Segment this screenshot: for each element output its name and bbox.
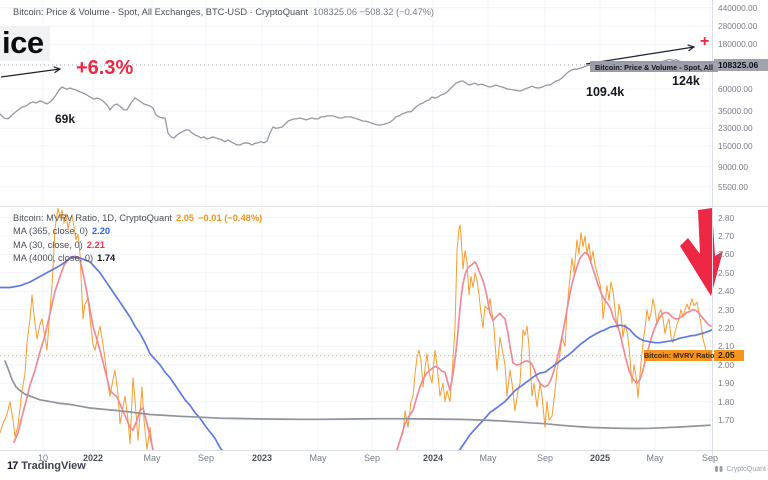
mvrv-value-badge: 2.05: [714, 350, 744, 361]
mvrv-legend-row-title[interactable]: Bitcoin: MVRV Ratio, 1D, CryptoQuant 2.05…: [13, 212, 262, 225]
ma30-label: MA (30, close, 0): [13, 239, 83, 250]
tradingview-logo-icon: 17: [7, 460, 18, 472]
time-axis-label: May: [309, 453, 327, 463]
series-mvrv-ma4000: [4, 360, 711, 430]
mvrv-axis-label: 2.20: [718, 323, 735, 333]
price-axis-label: 280000.00: [718, 21, 758, 31]
mvrv-axis-label: 1.80: [718, 397, 735, 407]
tradingview-logo[interactable]: 17 TradingView: [7, 460, 86, 472]
series-tooltip-label: Bitcoin: Price & Volume - Spot, All E...: [590, 61, 718, 72]
tradingview-logo-text: TradingView: [21, 460, 86, 472]
price-legend-change: −508.32 (−0.47%): [359, 7, 435, 17]
price-axis-label: 35000.00: [718, 106, 753, 116]
axis-borders: [0, 0, 768, 462]
mvrv-legend-change: −0.01 (−0.48%): [198, 213, 263, 223]
time-axis-label: 10: [37, 453, 49, 463]
mvrv-axis-label: 2.00: [718, 360, 735, 370]
mvrv-axis-label: 2.10: [718, 341, 735, 351]
mvrv-axis-label: 1.90: [718, 378, 735, 388]
cryptoquant-credit[interactable]: CryptoQuant: [715, 465, 766, 473]
price-scale[interactable]: 440000.00 280000.00 180000.00 60000.00 35000…: [717, 0, 767, 206]
time-axis-label: 2023: [251, 453, 273, 463]
mvrv-axis-label: 2.30: [718, 305, 735, 315]
time-axis-label: Sep: [197, 453, 215, 463]
mvrv-legend-row-ma4000[interactable]: MA (4000, close, 0) 1.74: [13, 252, 262, 265]
time-axis-label: May: [143, 453, 161, 463]
cryptoquant-logo-icon: [715, 466, 723, 472]
time-axis-label: May: [479, 453, 497, 463]
ma30-value: 2.21: [86, 239, 105, 250]
mvrv-series-label: Bitcoin: MVRV Ratio: [644, 350, 715, 361]
ma4000-value: 1.74: [97, 253, 116, 264]
mvrv-axis-label: 2.70: [718, 231, 735, 241]
trend-arrow-left[interactable]: [0, 69, 60, 78]
series-mvrv-ratio: [0, 207, 711, 450]
time-axis-label: Sep: [701, 453, 719, 463]
pct-gain-annotation[interactable]: +6.3%: [76, 57, 134, 79]
chart-series: [0, 58, 712, 450]
red-plus-marker[interactable]: +: [700, 33, 710, 50]
peak-69k-annotation[interactable]: 69k: [55, 112, 76, 126]
price-axis-label: 180000.00: [718, 39, 758, 49]
mvrv-legend-title: Bitcoin: MVRV Ratio, 1D, CryptoQuant: [13, 213, 172, 223]
price-axis-label: 5500.00: [718, 182, 748, 192]
time-axis-label: 2025: [589, 453, 611, 463]
mvrv-axis-label: 2.80: [718, 213, 735, 223]
mvrv-legend-row-ma365[interactable]: MA (365, close, 0) 2.20: [13, 225, 262, 238]
time-axis-label: May: [646, 453, 664, 463]
mvrv-legend-value: 2.05: [175, 213, 195, 223]
peak-109k-annotation[interactable]: 109.4k: [586, 85, 625, 99]
last-price-badge: 108325.06: [714, 59, 768, 71]
mvrv-axis-label: 2.50: [718, 268, 735, 278]
price-axis-label: 23000.00: [718, 123, 753, 133]
price-legend-value: 108325.06: [313, 7, 357, 17]
mvrv-axis-label: 2.60: [718, 249, 735, 259]
series-mvrv-ma365: [0, 256, 712, 450]
price-axis-label: 15000.00: [718, 141, 753, 151]
chart-canvas: [0, 0, 768, 462]
mvrv-scale[interactable]: 2.80 2.70 2.60 2.50 2.40 2.30 2.20 2.10 2.00 1.90…: [717, 0, 767, 450]
text-annotation-price[interactable]: ice: [0, 26, 50, 61]
mvrv-axis-label: 1.70: [718, 415, 735, 425]
series-mvrv-ma30: [13, 251, 712, 450]
peak-124k-annotation[interactable]: 124k: [672, 74, 700, 88]
time-axis-label: Sep: [536, 453, 554, 463]
ma4000-label: MA (4000, close, 0): [13, 253, 94, 264]
time-axis-label: 2022: [82, 453, 104, 463]
ma365-label: MA (365, close, 0): [13, 226, 88, 237]
price-axis-label: 9000.00: [718, 162, 748, 172]
mvrv-axis-label: 2.40: [718, 286, 735, 296]
price-axis-label: 440000.00: [718, 3, 758, 13]
time-axis-label: 2024: [422, 453, 444, 463]
price-pane-legend[interactable]: Bitcoin: Price & Volume - Spot, All Exch…: [13, 7, 434, 17]
mvrv-legend-row-ma30[interactable]: MA (30, close, 0) 2.21: [13, 239, 262, 252]
cryptoquant-logo-text: CryptoQuant: [726, 465, 766, 473]
time-axis-label: Sep: [363, 453, 381, 463]
ma365-value: 2.20: [91, 226, 111, 237]
price-legend-title: Bitcoin: Price & Volume - Spot, All Exch…: [13, 7, 309, 17]
mvrv-pane-legend: Bitcoin: MVRV Ratio, 1D, CryptoQuant 2.05…: [13, 212, 262, 266]
price-axis-label: 60000.00: [718, 84, 753, 94]
